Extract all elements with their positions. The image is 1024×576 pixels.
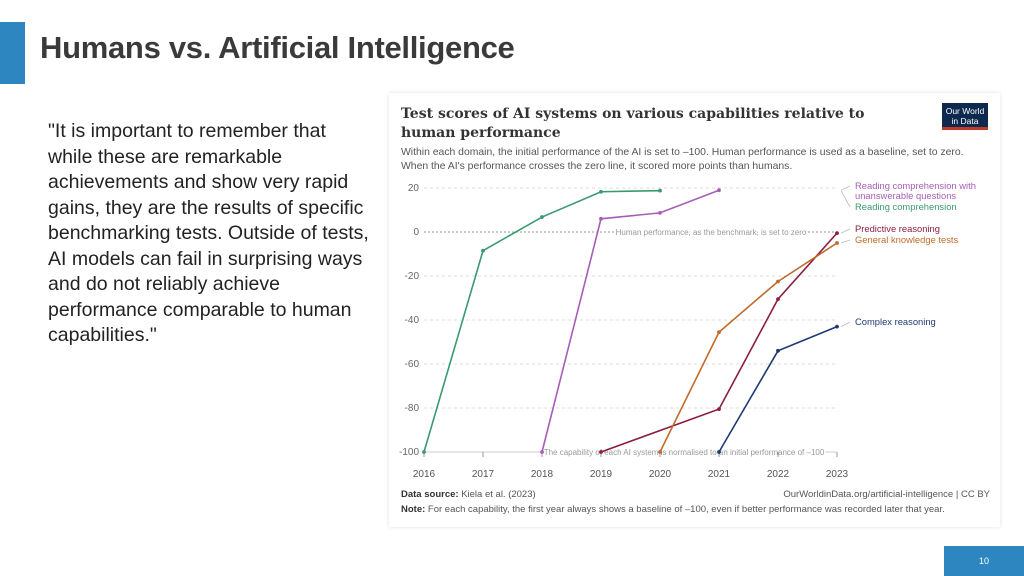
data-point [599, 216, 603, 221]
data-point [776, 297, 780, 301]
chart-title: Test scores of AI systems on various cap… [401, 106, 865, 141]
owid-logo-line2: in Data [951, 116, 979, 126]
footer-source: Data source: Kiela et al. (2023) [401, 489, 536, 500]
data-point [599, 450, 603, 454]
x-tick-label: 2021 [708, 469, 731, 480]
legend-label: General knowledge tests [855, 234, 958, 245]
quote-text: "It is important to remember that while … [48, 120, 369, 346]
data-point [422, 450, 426, 454]
zero-line-annotation: Human performance, as the benchmark, is … [616, 228, 807, 237]
y-tick-label: -80 [405, 403, 420, 414]
chart-subtitle: Within each domain, the initial performa… [401, 147, 964, 172]
legend-connector [840, 185, 851, 191]
data-point [658, 450, 662, 454]
legend-connector [840, 321, 851, 327]
data-point [717, 450, 721, 454]
x-tick-label: 2016 [413, 469, 436, 480]
data-point [717, 188, 721, 193]
data-point [835, 324, 839, 329]
y-tick-label: -40 [405, 315, 420, 326]
line-chart: 20 0 -20 -40 -60 -80 -100 Human performance, as… [399, 180, 976, 480]
data-point [835, 231, 839, 236]
y-tick-label: 0 [413, 227, 419, 238]
x-tick-label: 2019 [590, 469, 613, 480]
data-point [540, 215, 544, 219]
legend-label: Reading comprehension [855, 201, 957, 212]
data-point [599, 189, 603, 194]
x-tick-label: 2018 [531, 469, 554, 480]
legend-label: Predictive reasoning [855, 223, 940, 234]
series-line-predictive [600, 232, 838, 453]
legend-label: Complex reasoning [855, 316, 936, 327]
footer-source-label: Data source: [401, 489, 459, 500]
slide-title: Humans vs. Artificial Intelligence [40, 30, 515, 65]
legend-label: unanswerable questions [855, 190, 956, 201]
series-line-complex [718, 325, 838, 453]
legend-connector [840, 239, 851, 244]
owid-logo-line1: Our World [945, 106, 985, 116]
baseline-annotation: The capability of each AI system is norm… [544, 448, 825, 457]
data-point [776, 279, 780, 284]
chart-card: Test scores of AI systems on various cap… [389, 93, 1000, 527]
footer-note-text: For each capability, the first year alwa… [427, 504, 945, 515]
data-point [481, 248, 485, 253]
data-point [835, 241, 839, 245]
y-tick-label: -20 [405, 271, 420, 282]
data-point [540, 450, 544, 454]
page-number: 10 [944, 546, 1024, 576]
data-point [717, 407, 721, 411]
series-line-reading-unanswerable [541, 189, 720, 453]
series-line-general-knowledge [659, 242, 838, 453]
y-tick-label: -100 [399, 447, 419, 458]
x-tick-label: 2022 [767, 469, 790, 480]
y-tick-label: 20 [408, 183, 420, 194]
x-tick-label: 2017 [472, 469, 495, 480]
legend-connector [840, 190, 851, 208]
footer-source-text: Kiela et al. (2023) [461, 489, 536, 500]
footer-note: Note: For each capability, the first yea… [401, 504, 945, 515]
owid-logo[interactable]: Our World in Data [942, 103, 988, 130]
y-tick-label: -60 [405, 359, 420, 370]
title-accent-bar [0, 22, 25, 84]
legend-connector [840, 228, 851, 234]
data-point [717, 330, 721, 334]
footer-note-label: Note: [401, 504, 426, 515]
data-point [658, 210, 662, 215]
legend-label: Reading comprehension with [855, 180, 976, 191]
footer-url[interactable]: OurWorldinData.org/artificial-intelligen… [783, 489, 990, 500]
data-point [776, 348, 780, 353]
data-point [658, 188, 662, 193]
x-tick-label: 2020 [649, 469, 672, 480]
x-tick-label: 2023 [826, 469, 849, 480]
